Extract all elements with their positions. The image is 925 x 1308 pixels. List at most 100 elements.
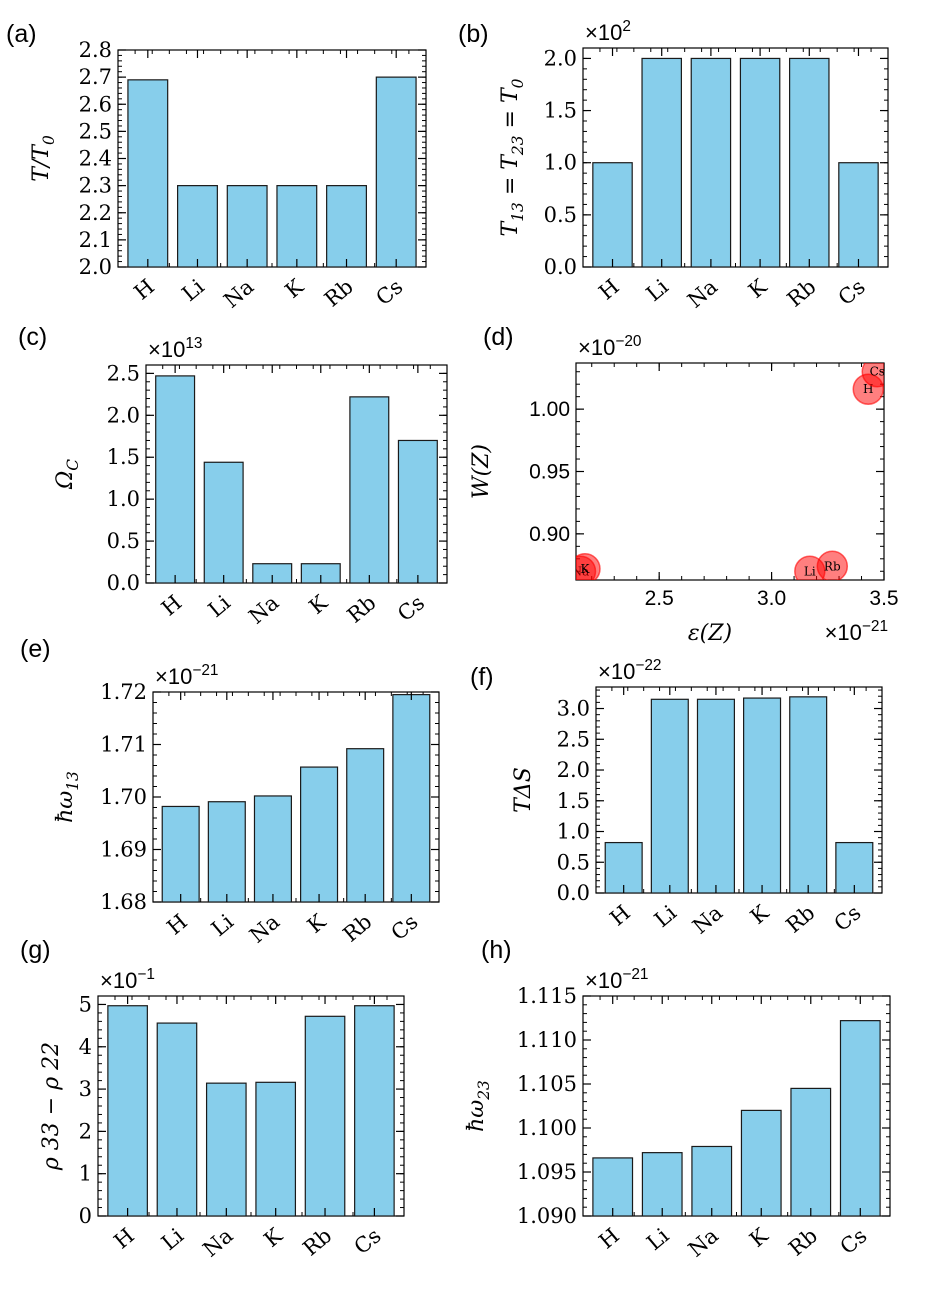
bar-H bbox=[604, 841, 643, 894]
y-tick-label: 1.115 bbox=[517, 984, 577, 1008]
x-tick-label: Cs bbox=[834, 274, 870, 310]
x-tick-label: K bbox=[259, 1223, 287, 1252]
point-label: H bbox=[863, 382, 873, 396]
bar-Cs bbox=[354, 1005, 395, 1217]
bar-Li bbox=[650, 698, 689, 894]
y-tick-label: 2.1 bbox=[79, 228, 112, 252]
y-tick-label: 2.0 bbox=[79, 255, 112, 279]
bar-Na bbox=[696, 698, 735, 894]
y-tick-label: 0.0 bbox=[107, 571, 140, 595]
panel-label: (d) bbox=[483, 323, 514, 351]
x-tick-label: Rb bbox=[782, 900, 820, 937]
x-tick-label: K bbox=[305, 590, 333, 619]
bar-Cs bbox=[392, 694, 431, 903]
y-tick-label: 2.0 bbox=[557, 758, 590, 782]
x-tick-label: Cs bbox=[393, 590, 429, 626]
y-axis-label: T/T0 bbox=[29, 135, 58, 182]
y-tick-label: 2.5 bbox=[107, 361, 140, 385]
y-multiplier: ×10−1 bbox=[100, 966, 155, 993]
panel-h: (h) ×10−21 ħω23 1.090 1.095 1.100 1.105 1.110 1.… bbox=[464, 936, 891, 1262]
point-Rb bbox=[816, 550, 849, 580]
point-label: K bbox=[581, 562, 591, 576]
bar-Rb bbox=[349, 396, 390, 584]
bar-K bbox=[300, 766, 339, 903]
y-tick-label: 2.0 bbox=[107, 403, 140, 427]
panel-label: (g) bbox=[20, 936, 51, 964]
y-tick-label: 1.5 bbox=[107, 445, 140, 469]
y-tick-label: 1.72 bbox=[100, 680, 147, 704]
y-axis-label: TΔS bbox=[511, 767, 536, 813]
x-tick-label: Na bbox=[219, 274, 258, 312]
y-tick-label: 2.0 bbox=[544, 46, 577, 70]
y-tick-label: 0.5 bbox=[107, 529, 140, 553]
y-tick-label: 1.68 bbox=[100, 890, 147, 914]
panel-a: (a) T/T0 2.0 2.1 2.2 2.3 2.4 2.5 2.6 2.7 2.8 H Li Na K… bbox=[6, 20, 427, 313]
y-tick-label: 1.0 bbox=[544, 151, 577, 175]
y-tick-label: 1.0 bbox=[107, 487, 140, 511]
y-multiplier: ×10−22 bbox=[598, 657, 661, 684]
x-tick-label: Cs bbox=[387, 909, 423, 945]
x-tick-label: Cs bbox=[836, 1223, 872, 1259]
bar-Na bbox=[226, 185, 268, 268]
panel-label: (e) bbox=[20, 635, 51, 663]
bar-K bbox=[743, 697, 782, 894]
y-tick-label: 2.3 bbox=[79, 174, 112, 198]
y-tick-label: 0.5 bbox=[557, 850, 590, 874]
y-tick-label: 5 bbox=[79, 992, 92, 1016]
x-tick-label: Li bbox=[650, 900, 681, 932]
x-tick-label: Li bbox=[642, 274, 673, 306]
bar-Rb bbox=[789, 57, 830, 268]
x-tick-label: H bbox=[130, 274, 159, 304]
bar-Li bbox=[641, 57, 682, 268]
y-axis-label: ΩC bbox=[53, 459, 82, 490]
x-tick-label: Rb bbox=[320, 274, 358, 311]
x-tick-label: Na bbox=[198, 1223, 237, 1261]
y-tick-label: 2.7 bbox=[79, 65, 112, 89]
bar-Cs bbox=[375, 76, 417, 268]
x-tick-label: Rb bbox=[784, 1223, 822, 1260]
panel-e: (e) ×10−21 ħω13 1.68 1.69 1.70 1.71 1.72 H Li Na K R… bbox=[20, 635, 440, 948]
x-tick-label: H bbox=[605, 900, 634, 930]
bar-Rb bbox=[790, 1087, 832, 1217]
panel-g: (g) ×10−1 ρ 33 − ρ 22 0 1 2 3 4 5 H Li Na K Rb Cs bbox=[20, 936, 405, 1262]
y-tick-label: 1.110 bbox=[517, 1028, 577, 1052]
x-tick-label: H bbox=[157, 590, 186, 620]
panel-label: (h) bbox=[481, 936, 512, 964]
x-tick-label: Li bbox=[642, 1223, 673, 1255]
panel-f: (f) ×10−22 TΔS 0.0 0.5 1.0 1.5 2.0 2.5 3.0 H Li Na K R… bbox=[470, 657, 883, 939]
x-tick-label: H bbox=[594, 274, 623, 304]
bar-Li bbox=[641, 1152, 683, 1217]
bar-Rb bbox=[789, 696, 828, 894]
y-tick-label: 2.4 bbox=[79, 147, 112, 171]
x-tick-label: H bbox=[109, 1223, 138, 1253]
point-K bbox=[576, 553, 601, 580]
y-tick-label: 3.0 bbox=[557, 697, 590, 721]
point-Cs bbox=[861, 363, 884, 388]
x-tick-label: H bbox=[594, 1223, 623, 1253]
bar-Cs bbox=[838, 162, 879, 268]
y-axis-label: W(Z) bbox=[469, 444, 494, 499]
x-tick-label: Na bbox=[684, 1223, 723, 1261]
y-axis-label: T13 = T23 = T0 bbox=[498, 78, 527, 236]
bar-Li bbox=[203, 461, 244, 584]
x-tick-label: K bbox=[745, 1223, 773, 1252]
y-tick-label: 1.69 bbox=[100, 838, 147, 862]
y-tick-label: 1.5 bbox=[544, 99, 577, 123]
y-tick-label: 0.5 bbox=[544, 203, 577, 227]
bar-Na bbox=[690, 57, 732, 268]
y-tick-label: 2.5 bbox=[557, 727, 590, 751]
y-tick-label: 0.0 bbox=[557, 881, 590, 905]
bar-Na bbox=[691, 1145, 733, 1217]
bar-Li bbox=[177, 185, 218, 268]
y-tick-label: 2.5 bbox=[79, 119, 112, 143]
x-tick-label: Cs bbox=[350, 1223, 386, 1259]
x-tick-label: K bbox=[281, 274, 309, 303]
x-tick-label: Na bbox=[683, 274, 722, 312]
panel-d: (d)×10−20W(Z)0.900.951.002.53.03.5HLiNaK… bbox=[469, 323, 899, 646]
bar-K bbox=[739, 57, 781, 268]
y-axis-label: ρ 33 − ρ 22 bbox=[39, 1042, 64, 1171]
y-tick-label: 1.100 bbox=[517, 1116, 577, 1140]
x-tick-label: 3.0 bbox=[757, 587, 786, 610]
